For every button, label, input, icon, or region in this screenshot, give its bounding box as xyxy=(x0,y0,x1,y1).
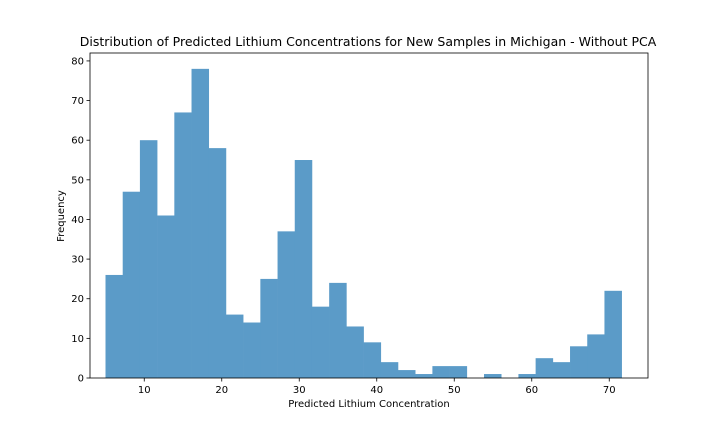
y-axis: 0 10 20 30 40 50 60 70 80 xyxy=(71,56,90,385)
x-tick-label: 10 xyxy=(138,385,151,396)
x-tick-label: 40 xyxy=(370,385,383,396)
y-tick-label: 40 xyxy=(71,215,84,226)
histogram-bar xyxy=(604,290,622,378)
y-tick-label: 80 xyxy=(71,56,84,67)
y-tick-label: 50 xyxy=(71,175,84,186)
histogram-bar xyxy=(397,370,416,378)
y-tick-label: 0 xyxy=(78,374,84,385)
y-tick-label: 20 xyxy=(71,294,84,305)
y-tick-label: 10 xyxy=(71,334,84,345)
histogram-bar xyxy=(570,346,588,378)
histogram-bar xyxy=(105,274,124,378)
histogram-bar xyxy=(139,140,158,378)
histogram-bar xyxy=(380,362,399,378)
histogram-bar xyxy=(191,68,210,378)
x-tick-label: 30 xyxy=(293,385,306,396)
histogram-bar xyxy=(208,148,227,378)
histogram-bar xyxy=(260,278,278,378)
histogram-bar xyxy=(535,358,554,378)
x-axis-label: Predicted Lithium Concentration xyxy=(288,399,450,410)
histogram-bar xyxy=(346,326,364,378)
histogram-bar xyxy=(277,231,296,378)
histogram-bar xyxy=(415,374,433,378)
x-axis: 10 20 30 40 50 60 70 xyxy=(138,378,616,396)
histogram-bar xyxy=(552,362,571,378)
histogram-bar xyxy=(329,282,347,378)
histogram-bar xyxy=(225,314,244,378)
histogram-bar xyxy=(243,322,261,378)
y-axis-label: Frequency xyxy=(56,190,67,242)
bars-group xyxy=(105,68,622,378)
chart-title: Distribution of Predicted Lithium Concen… xyxy=(80,34,657,49)
histogram-bar xyxy=(518,374,536,378)
histogram-bar xyxy=(449,366,468,378)
histogram-bar xyxy=(484,374,502,378)
y-tick-label: 60 xyxy=(71,136,84,147)
histogram-bar xyxy=(294,160,313,378)
histogram-bar xyxy=(587,334,605,378)
histogram-bar xyxy=(122,191,141,378)
histogram-bar xyxy=(157,215,175,378)
y-tick-label: 30 xyxy=(71,255,84,266)
x-tick-label: 70 xyxy=(603,385,616,396)
x-tick-label: 20 xyxy=(215,385,228,396)
histogram-bar xyxy=(363,342,382,378)
x-tick-label: 60 xyxy=(525,385,538,396)
x-tick-label: 50 xyxy=(448,385,461,396)
histogram-bar xyxy=(174,112,192,378)
y-tick-label: 70 xyxy=(71,96,84,107)
histogram-bar xyxy=(432,366,450,378)
histogram-bar xyxy=(311,306,330,378)
plot-frame xyxy=(89,52,649,379)
